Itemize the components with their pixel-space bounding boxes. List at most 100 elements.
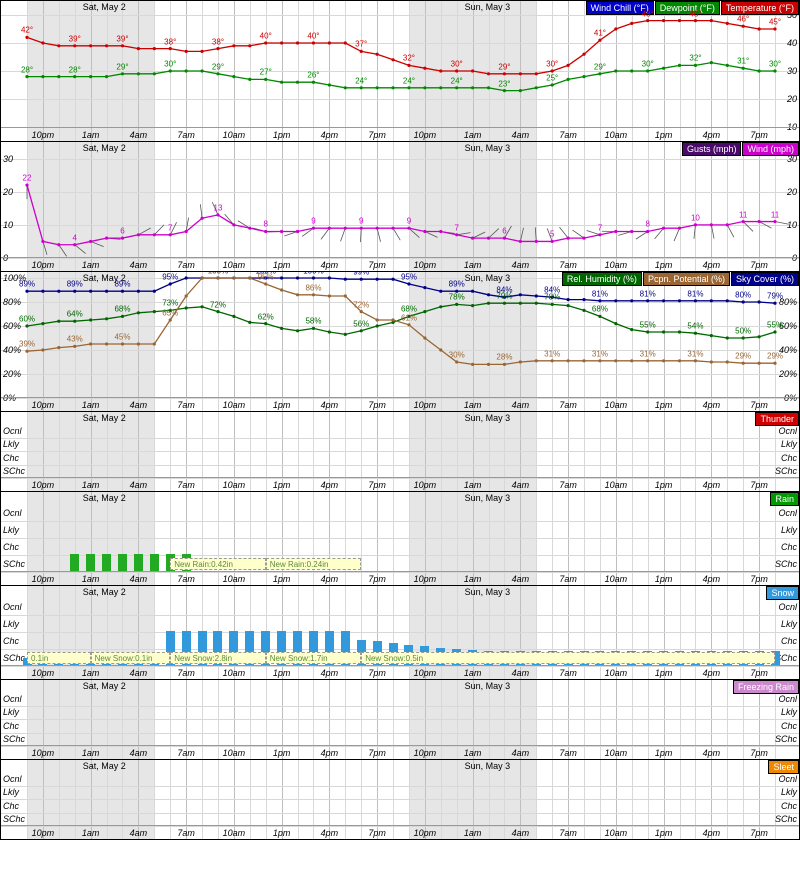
legend-item: Gusts (mph) xyxy=(682,142,742,156)
value-label: 68% xyxy=(114,305,130,314)
x-tick-label: 1am xyxy=(464,480,482,490)
date-label: Sat, May 2 xyxy=(83,493,126,503)
x-tick-label: 1am xyxy=(464,130,482,140)
legend-item: Temperature (°F) xyxy=(721,1,799,15)
value-label: 62% xyxy=(258,312,274,321)
x-tick-label: 7am xyxy=(559,828,577,838)
x-tick-label: 10am xyxy=(605,260,628,270)
panel-wind: 00101020203030Sat, May 2Sun, May 3Gusts … xyxy=(1,141,799,271)
category-label: Lkly xyxy=(3,619,19,629)
x-tick-label: 4pm xyxy=(703,400,721,410)
x-tick-label: 7pm xyxy=(750,668,768,678)
date-label: Sun, May 3 xyxy=(465,2,511,12)
x-tick-label: 4am xyxy=(512,668,530,678)
x-tick-label: 10am xyxy=(223,260,246,270)
value-label: 39% xyxy=(19,340,35,349)
value-label: 9 xyxy=(311,217,315,226)
value-label: 40° xyxy=(307,32,319,41)
legend: Thunder xyxy=(755,412,799,426)
x-tick-label: 1am xyxy=(464,748,482,758)
panel-rain: OcnlOcnlLklyLklyChcChcSChcSChcSat, May 2… xyxy=(1,491,799,585)
value-label: 30° xyxy=(769,60,781,69)
legend: Freezing Rain xyxy=(733,680,799,694)
value-label: 81% xyxy=(592,289,608,298)
x-tick-label: 4am xyxy=(512,130,530,140)
legend-item: Rel. Humidity (%) xyxy=(562,272,642,286)
value-label: 55% xyxy=(767,321,783,330)
x-tick-label: 1pm xyxy=(655,828,673,838)
accumulation-label: 0.1in xyxy=(27,652,91,664)
x-tick-label: 7pm xyxy=(750,748,768,758)
x-tick-label: 7am xyxy=(177,668,195,678)
accumulation-label: New Snow:0.5in xyxy=(361,652,775,664)
y-tick-label: 30 xyxy=(787,66,797,76)
accumulation-label: New Snow:2.8in xyxy=(170,652,265,664)
value-label: 89% xyxy=(449,280,465,289)
legend-item: Rain xyxy=(770,492,799,506)
x-tick-label: 10am xyxy=(605,668,628,678)
date-label: Sat, May 2 xyxy=(83,681,126,691)
value-label: 24° xyxy=(451,76,463,85)
date-label: Sun, May 3 xyxy=(465,681,511,691)
value-label: 56% xyxy=(353,319,369,328)
value-label: 24° xyxy=(403,76,415,85)
x-tick-label: 10pm xyxy=(32,828,55,838)
value-label: 58% xyxy=(305,317,321,326)
legend-item: Sleet xyxy=(768,760,799,774)
x-tick-label: 10pm xyxy=(32,748,55,758)
value-label: 29° xyxy=(116,62,128,71)
x-tick-label: 10pm xyxy=(32,400,55,410)
x-tick-label: 10am xyxy=(223,574,246,584)
panel-snow: OcnlOcnlLklyLklyChcChcSChcSChcSat, May 2… xyxy=(1,585,799,679)
x-tick-label: 7am xyxy=(177,260,195,270)
panel-freezingrain: OcnlOcnlLklyLklyChcChcSChcSChcSat, May 2… xyxy=(1,679,799,759)
y-tick-label: 40 xyxy=(787,38,797,48)
x-tick-label: 10am xyxy=(223,828,246,838)
value-label: 31° xyxy=(737,57,749,66)
x-tick-label: 10am xyxy=(605,574,628,584)
x-tick-label: 4pm xyxy=(321,130,339,140)
value-label: 41° xyxy=(594,29,606,38)
x-tick-label: 10pm xyxy=(414,828,437,838)
category-label: SChc xyxy=(3,466,25,476)
x-tick-label: 4pm xyxy=(703,480,721,490)
x-tick-label: 4am xyxy=(512,828,530,838)
x-tick-label: 1pm xyxy=(655,400,673,410)
x-tick-label: 7pm xyxy=(750,480,768,490)
x-tick-label: 10pm xyxy=(32,260,55,270)
value-label: 45° xyxy=(769,18,781,27)
value-label: 68% xyxy=(592,305,608,314)
category-label: SChc xyxy=(3,559,25,569)
x-tick-label: 7am xyxy=(177,828,195,838)
value-label: 11 xyxy=(739,210,747,219)
precip-bar xyxy=(102,554,111,571)
value-label: 27° xyxy=(260,68,272,77)
value-label: 5 xyxy=(550,230,554,239)
x-tick-label: 10pm xyxy=(32,574,55,584)
value-label: 30° xyxy=(546,60,558,69)
date-label: Sun, May 3 xyxy=(465,493,511,503)
x-tick-label: 7am xyxy=(559,668,577,678)
x-tick-label: 10pm xyxy=(414,400,437,410)
category-label: Chc xyxy=(3,542,19,552)
x-tick-label: 10pm xyxy=(414,260,437,270)
category-label: Ocnl xyxy=(3,774,22,784)
x-tick-label: 4pm xyxy=(321,668,339,678)
x-tick-label: 1pm xyxy=(655,574,673,584)
x-tick-label: 4am xyxy=(130,828,148,838)
x-tick-label: 1pm xyxy=(655,668,673,678)
x-tick-label: 4pm xyxy=(321,574,339,584)
x-tick-label: 1pm xyxy=(273,574,291,584)
legend: Sleet xyxy=(768,760,799,774)
value-label: 61% xyxy=(401,313,417,322)
x-tick-label: 7pm xyxy=(750,574,768,584)
legend-item: Thunder xyxy=(755,412,799,426)
value-label: 26° xyxy=(307,71,319,80)
x-tick-label: 1am xyxy=(82,668,100,678)
x-tick-label: 10pm xyxy=(414,574,437,584)
x-tick-label: 1am xyxy=(464,828,482,838)
x-tick-label: 4pm xyxy=(321,828,339,838)
x-tick-label: 1pm xyxy=(273,480,291,490)
panel-humidity: 0%0%20%20%40%40%60%60%80%80%100%100%Sat,… xyxy=(1,271,799,411)
value-label: 30° xyxy=(451,60,463,69)
